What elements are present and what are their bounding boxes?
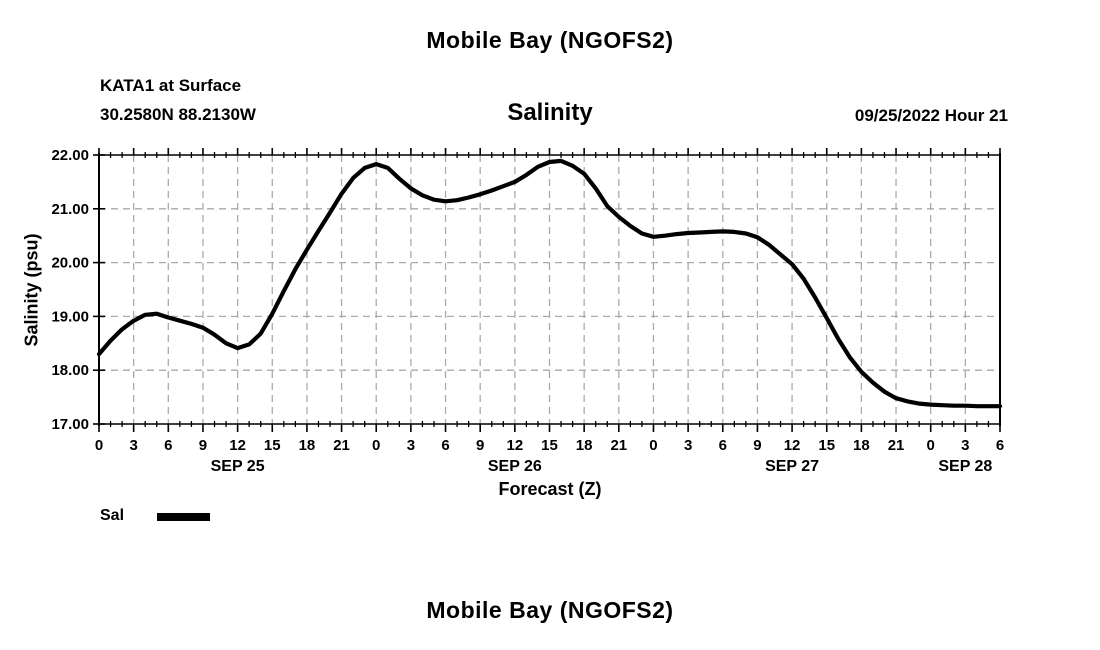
x-tick-label: 9 xyxy=(476,437,484,454)
x-date-label: SEP 28 xyxy=(938,458,992,475)
x-date-label: SEP 25 xyxy=(211,458,265,475)
chart-subtitle: Salinity xyxy=(507,99,593,126)
x-axis-title: Forecast (Z) xyxy=(498,479,602,499)
y-tick-label: 22.00 xyxy=(51,147,89,164)
x-tick-label: 6 xyxy=(996,437,1004,454)
x-tick-label: 0 xyxy=(927,437,935,454)
chart-legend: Sal xyxy=(100,507,211,525)
x-tick-label: 6 xyxy=(441,437,449,454)
x-tick-label: 15 xyxy=(264,437,281,454)
x-tick-label: 18 xyxy=(576,437,593,454)
x-tick-label: 18 xyxy=(853,437,870,454)
y-tick-label: 17.00 xyxy=(51,416,89,433)
x-tick-label: 6 xyxy=(164,437,172,454)
x-date-label: SEP 27 xyxy=(765,458,819,475)
x-tick-label: 0 xyxy=(649,437,657,454)
x-tick-label: 0 xyxy=(372,437,380,454)
x-tick-label: 6 xyxy=(719,437,727,454)
salinity-curve xyxy=(96,158,1003,409)
x-tick-label: 21 xyxy=(333,437,350,454)
y-tick-label: 19.00 xyxy=(51,308,89,325)
legend-label-sal: Sal xyxy=(100,507,125,524)
forecast-datetime: 09/25/2022 Hour 21 xyxy=(854,106,1008,125)
y-tick-label: 21.00 xyxy=(51,201,89,218)
x-tick-label: 3 xyxy=(684,437,692,454)
x-tick-label: 0 xyxy=(95,437,103,454)
x-tick-label: 3 xyxy=(129,437,137,454)
x-tick-label: 18 xyxy=(299,437,316,454)
legend-line-swatch xyxy=(157,513,211,521)
x-tick-label: 9 xyxy=(753,437,761,454)
station-coordinates: 30.2580N 88.2130W xyxy=(100,105,256,124)
y-tick-label: 18.00 xyxy=(51,362,89,379)
x-tick-label: 3 xyxy=(961,437,969,454)
x-tick-label: 15 xyxy=(541,437,558,454)
page-title: Mobile Bay (NGOFS2) xyxy=(426,27,674,53)
x-tick-label: 12 xyxy=(507,437,524,454)
station-label: KATA1 at Surface xyxy=(100,76,242,95)
x-tick-label: 12 xyxy=(229,437,246,454)
next-chart-title: Mobile Bay (NGOFS2) xyxy=(426,597,674,623)
x-tick-label: 12 xyxy=(784,437,801,454)
x-date-label: SEP 26 xyxy=(488,458,542,475)
x-tick-label: 9 xyxy=(199,437,207,454)
x-tick-label: 3 xyxy=(407,437,415,454)
y-tick-label: 20.00 xyxy=(51,255,89,272)
x-tick-label: 15 xyxy=(818,437,835,454)
x-tick-label: 21 xyxy=(888,437,905,454)
x-tick-label: 21 xyxy=(610,437,627,454)
